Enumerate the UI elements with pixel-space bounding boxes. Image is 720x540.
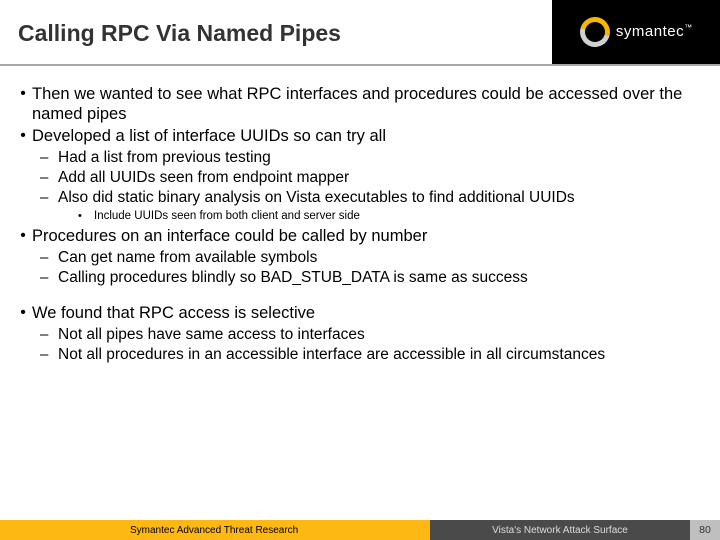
bullet-glyph: • [14,226,32,246]
brand-logo-block: symantec™ [552,0,720,64]
bullet-item: • Procedures on an interface could be ca… [14,226,706,287]
bullet-text: Also did static binary analysis on Vista… [58,188,575,207]
bullet-text: Add all UUIDs seen from endpoint mapper [58,168,349,187]
bullet-text: Can get name from available symbols [58,248,317,267]
bullet-item: • Developed a list of interface UUIDs so… [14,126,706,224]
bullet-item: • Then we wanted to see what RPC interfa… [14,84,706,124]
footer-left: Symantec Advanced Threat Research [0,520,430,540]
sub-bullet-item: – Also did static binary analysis on Vis… [40,188,706,224]
slide-title: Calling RPC Via Named Pipes [18,20,341,47]
bullet-glyph: – [40,188,58,207]
bullet-text: Not all procedures in an accessible inte… [58,345,605,364]
bullet-glyph: • [78,209,94,224]
sub-bullet-item: – Add all UUIDs seen from endpoint mappe… [40,168,706,187]
sub-bullet-item: – Had a list from previous testing [40,148,706,167]
page-number: 80 [690,520,720,540]
subsub-bullet-item: • Include UUIDs seen from both client an… [78,209,706,224]
bullet-text: Had a list from previous testing [58,148,271,167]
bullet-text: Calling procedures blindly so BAD_STUB_D… [58,268,528,287]
bullet-glyph: • [14,126,32,146]
bullet-glyph: – [40,325,58,344]
slide-header: Calling RPC Via Named Pipes symantec™ [0,0,720,66]
sub-bullet-item: – Not all procedures in an accessible in… [40,345,706,364]
bullet-text: Then we wanted to see what RPC interface… [32,84,706,124]
bullet-glyph: – [40,168,58,187]
bullet-glyph: – [40,268,58,287]
bullet-glyph: – [40,148,58,167]
slide-body: • Then we wanted to see what RPC interfa… [0,66,720,364]
bullet-text: Procedures on an interface could be call… [32,226,427,246]
trademark-icon: ™ [684,23,692,32]
sub-bullet-item: – Not all pipes have same access to inte… [40,325,706,344]
bullet-text: Developed a list of interface UUIDs so c… [32,126,386,146]
footer-right: Vista's Network Attack Surface [430,520,690,540]
bullet-text: Not all pipes have same access to interf… [58,325,365,344]
sub-bullet-item: – Calling procedures blindly so BAD_STUB… [40,268,706,287]
brand-name: symantec [616,23,684,40]
bullet-glyph: • [14,84,32,104]
bullet-text: We found that RPC access is selective [32,303,315,323]
slide-footer: Symantec Advanced Threat Research Vista'… [0,520,720,540]
sub-bullet-item: – Can get name from available symbols [40,248,706,267]
bullet-glyph: – [40,248,58,267]
bullet-glyph: • [14,303,32,323]
bullet-glyph: – [40,345,58,364]
symantec-ring-icon [580,17,610,47]
bullet-text: Include UUIDs seen from both client and … [94,209,360,224]
bullet-item: • We found that RPC access is selective … [14,303,706,364]
